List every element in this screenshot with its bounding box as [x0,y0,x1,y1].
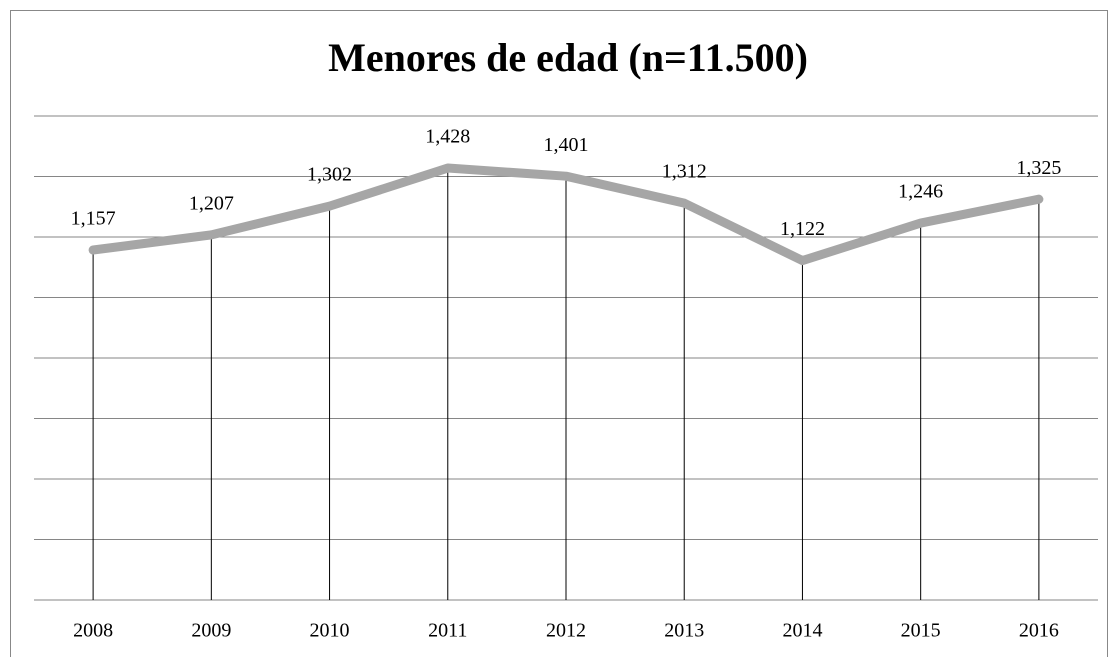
data-label: 1,428 [425,126,470,148]
x-tick-label: 2015 [901,620,941,642]
data-label: 1,246 [898,181,943,203]
data-label: 1,312 [662,161,707,183]
chart-title: Menores de edad (n=11.500) [328,35,808,80]
chart-frame [10,10,1108,657]
data-label: 1,157 [71,208,116,230]
x-tick-label: 2011 [428,620,467,642]
x-tick-label: 2012 [546,620,586,642]
data-label: 1,122 [780,218,825,240]
x-tick-label: 2016 [1019,620,1059,642]
data-label: 1,302 [307,164,352,186]
x-tick-label: 2008 [73,620,113,642]
data-label: 1,325 [1016,157,1061,179]
x-tick-label: 2014 [782,620,822,642]
data-line [88,163,1044,266]
x-tick-label: 2010 [310,620,350,642]
x-tick-label: 2009 [191,620,231,642]
x-tick-label: 2013 [664,620,704,642]
data-label: 1,401 [544,134,589,156]
data-label: 1,207 [189,192,234,214]
